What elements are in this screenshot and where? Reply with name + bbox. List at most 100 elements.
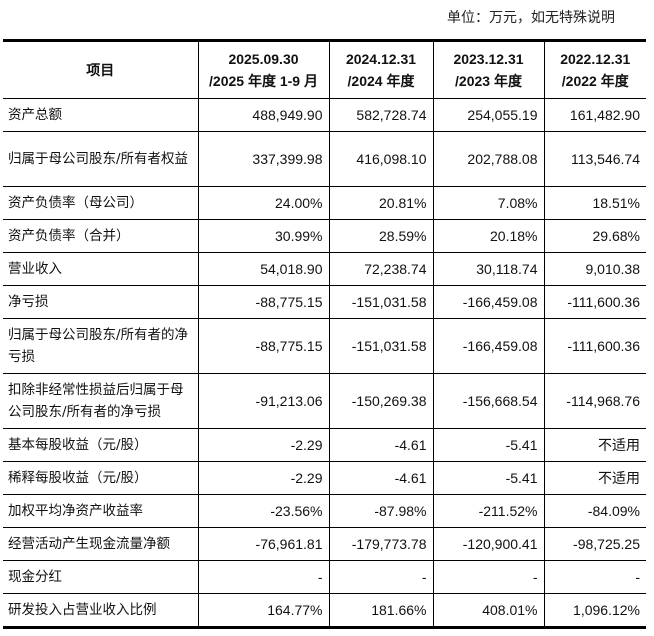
table-row: 归属于母公司股东/所有者权益 337,399.98 416,098.10 202,78…: [3, 131, 646, 187]
value-cell: -88,775.15: [197, 318, 330, 374]
value-cell: 29.68%: [543, 219, 646, 253]
header-date: 2023.12.31: [453, 51, 524, 67]
value-cell: -4.61: [328, 461, 434, 495]
value-cell: -2.29: [197, 461, 330, 495]
row-label: 资产负债率（母公司）: [3, 186, 199, 220]
value-cell: 161,482.90: [543, 98, 646, 132]
value-cell: -150,269.38: [328, 373, 434, 429]
row-label: 资产总额: [3, 98, 199, 132]
value-cell: 488,949.90: [197, 98, 330, 132]
value-cell: 30,118.74: [432, 252, 545, 286]
value-cell: 1,096.12%: [543, 593, 646, 628]
value-cell: -88,775.15: [197, 285, 330, 319]
header-date: 2024.12.31: [345, 51, 417, 67]
header-period: /2023 年度: [455, 73, 522, 89]
value-cell: -151,031.58: [328, 318, 434, 374]
value-cell: -179,773.78: [328, 527, 434, 561]
value-cell: -151,031.58: [328, 285, 434, 319]
value-cell: -: [432, 560, 545, 594]
value-cell: 24.00%: [197, 186, 330, 220]
value-cell: -23.56%: [197, 494, 330, 528]
value-cell: 202,788.08: [432, 131, 545, 187]
header-2022: 2022.12.31/2022 年度: [543, 40, 646, 99]
value-cell: -166,459.08: [432, 285, 545, 319]
header-period: /2025 年度 1-9 月: [209, 73, 318, 89]
table-row: 归属于母公司股东/所有者的净亏损 -88,775.15 -151,031.58 -16…: [3, 318, 646, 374]
value-cell: -120,900.41: [432, 527, 545, 561]
row-label: 净亏损: [3, 285, 199, 319]
value-cell: -98,725.25: [543, 527, 646, 561]
value-cell: -91,213.06: [197, 373, 330, 429]
table-row: 营业收入 54,018.90 72,238.74 30,118.74 9,010.38: [3, 252, 646, 286]
value-cell: -5.41: [432, 428, 545, 462]
header-2024: 2024.12.31/2024 年度: [328, 40, 434, 99]
value-cell: 20.81%: [328, 186, 434, 220]
header-date: 2025.09.30: [228, 51, 299, 67]
value-cell: -5.41: [432, 461, 545, 495]
value-cell: 不适用: [543, 428, 646, 462]
row-label: 现金分红: [3, 560, 199, 594]
row-label: 经营活动产生现金流量净额: [3, 527, 199, 561]
value-cell: 113,546.74: [543, 131, 646, 187]
value-cell: 254,055.19: [432, 98, 545, 132]
value-cell: 582,728.74: [328, 98, 434, 132]
financial-summary-table: 项目 2025.09.30/2025 年度 1-9 月 2024.12.31/2…: [3, 39, 646, 629]
row-label: 扣除非经常性损益后归属于母公司股东/所有者的净亏损: [3, 373, 199, 429]
value-cell: -84.09%: [543, 494, 646, 528]
header-2025: 2025.09.30/2025 年度 1-9 月: [197, 40, 330, 99]
value-cell: -: [197, 560, 330, 594]
value-cell: 181.66%: [328, 593, 434, 628]
value-cell: 不适用: [543, 461, 646, 495]
value-cell: -4.61: [328, 428, 434, 462]
value-cell: 164.77%: [197, 593, 330, 628]
value-cell: 416,098.10: [328, 131, 434, 187]
table-row: 经营活动产生现金流量净额 -76,961.81 -179,773.78 -120,90…: [3, 527, 646, 561]
row-label: 归属于母公司股东/所有者的净亏损: [3, 318, 199, 374]
value-cell: 30.99%: [197, 219, 330, 253]
row-label: 归属于母公司股东/所有者权益: [3, 131, 199, 187]
value-cell: 54,018.90: [197, 252, 330, 286]
value-cell: -: [543, 560, 646, 594]
value-cell: 28.59%: [328, 219, 434, 253]
value-cell: -211.52%: [432, 494, 545, 528]
value-cell: -156,668.54: [432, 373, 545, 429]
row-label: 研发投入占营业收入比例: [3, 593, 199, 628]
row-label: 加权平均净资产收益率: [3, 494, 199, 528]
header-2023: 2023.12.31/2023 年度: [432, 40, 545, 99]
value-cell: 20.18%: [432, 219, 545, 253]
value-cell: -111,600.36: [543, 285, 646, 319]
table-row: 加权平均净资产收益率 -23.56% -87.98% -211.52% -84.09%: [3, 494, 646, 528]
value-cell: -76,961.81: [197, 527, 330, 561]
row-label: 基本每股收益（元/股）: [3, 428, 199, 462]
value-cell: -87.98%: [328, 494, 434, 528]
unit-note: 单位：万元，如无特殊说明: [447, 10, 615, 26]
value-cell: -2.29: [197, 428, 330, 462]
header-row: 项目 2025.09.30/2025 年度 1-9 月 2024.12.31/2…: [3, 40, 646, 99]
value-cell: 72,238.74: [328, 252, 434, 286]
value-cell: -166,459.08: [432, 318, 545, 374]
table-row: 基本每股收益（元/股） -2.29 -4.61 -5.41 不适用: [3, 428, 646, 462]
row-label: 营业收入: [3, 252, 199, 286]
row-label: 稀释每股收益（元/股）: [3, 461, 199, 495]
value-cell: 7.08%: [432, 186, 545, 220]
value-cell: -114,968.76: [543, 373, 646, 429]
value-cell: 9,010.38: [543, 252, 646, 286]
table-row: 资产负债率（合并） 30.99% 28.59% 20.18% 29.68%: [3, 219, 646, 253]
row-label: 资产负债率（合并）: [3, 219, 199, 253]
value-cell: -: [328, 560, 434, 594]
header-date: 2022.12.31: [560, 51, 631, 67]
header-period: /2024 年度: [347, 73, 415, 89]
value-cell: 337,399.98: [197, 131, 330, 187]
table-row: 资产负债率（母公司） 24.00% 20.81% 7.08% 18.51%: [3, 186, 646, 220]
header-period: /2022 年度: [561, 73, 629, 89]
table-row: 现金分红 - - - -: [3, 560, 646, 594]
header-item: 项目: [3, 40, 199, 99]
table-row: 研发投入占营业收入比例 164.77% 181.66% 408.01% 1,096.12…: [3, 593, 646, 628]
value-cell: 408.01%: [432, 593, 545, 628]
table-row: 稀释每股收益（元/股） -2.29 -4.61 -5.41 不适用: [3, 461, 646, 495]
table-row: 扣除非经常性损益后归属于母公司股东/所有者的净亏损 -91,213.06 -150,…: [3, 373, 646, 429]
value-cell: 18.51%: [543, 186, 646, 220]
table-row: 净亏损 -88,775.15 -151,031.58 -166,459.08 -111,…: [3, 285, 646, 319]
table-row: 资产总额 488,949.90 582,728.74 254,055.19 161,48…: [3, 98, 646, 132]
value-cell: -111,600.36: [543, 318, 646, 374]
